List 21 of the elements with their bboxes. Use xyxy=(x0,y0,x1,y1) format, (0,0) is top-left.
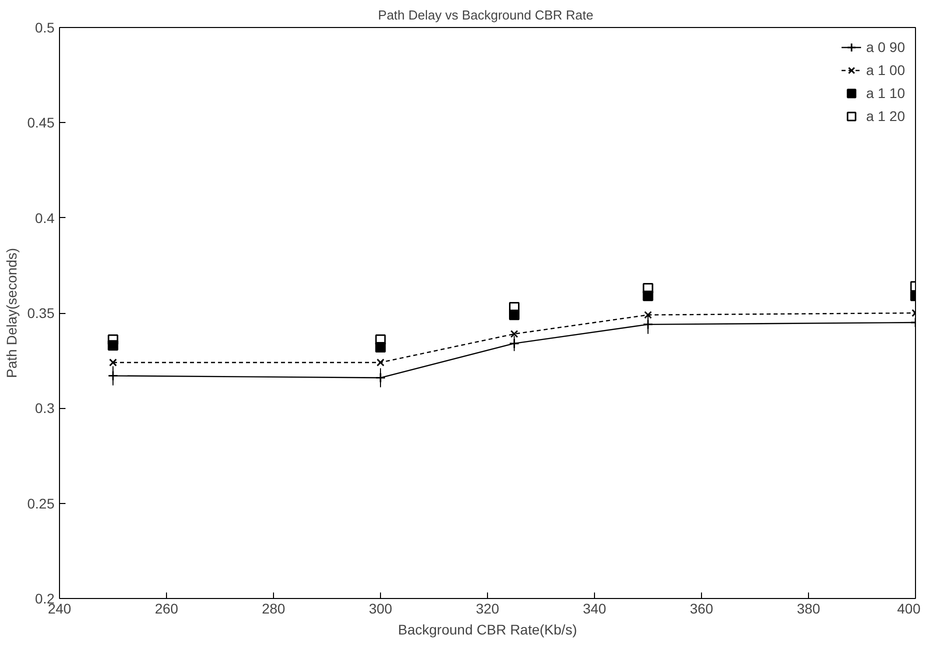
x-tick-label: 320 xyxy=(476,600,500,616)
x-tick-label: 260 xyxy=(154,600,178,616)
y-tick-label: 0.4 xyxy=(35,210,55,226)
x-tick-label: 300 xyxy=(368,600,392,616)
chart-title: Path Delay vs Background CBR Rate xyxy=(378,8,594,22)
y-tick-label: 0.45 xyxy=(27,114,55,131)
x-tick-label: 380 xyxy=(796,600,820,616)
y-tick-label: 0.35 xyxy=(27,305,55,321)
legend-label: a 1 00 xyxy=(866,62,905,78)
legend-label: a 1 10 xyxy=(866,85,905,101)
x-tick-label: 340 xyxy=(582,600,606,616)
x-tick-label: 280 xyxy=(262,600,286,616)
y-tick-label: 0.25 xyxy=(27,495,55,512)
legend-label: a 0 90 xyxy=(866,39,905,55)
x-tick-label: 400 xyxy=(897,600,921,616)
x-tick-label: 360 xyxy=(690,600,714,616)
y-tick-label: 0.5 xyxy=(35,20,55,36)
y-tick-label: 0.3 xyxy=(35,400,55,416)
legend-label: a 1 20 xyxy=(866,108,905,124)
x-axis-title: Background CBR Rate(Kb/s) xyxy=(398,622,577,638)
y-axis-title: Path Delay(seconds) xyxy=(3,248,20,378)
